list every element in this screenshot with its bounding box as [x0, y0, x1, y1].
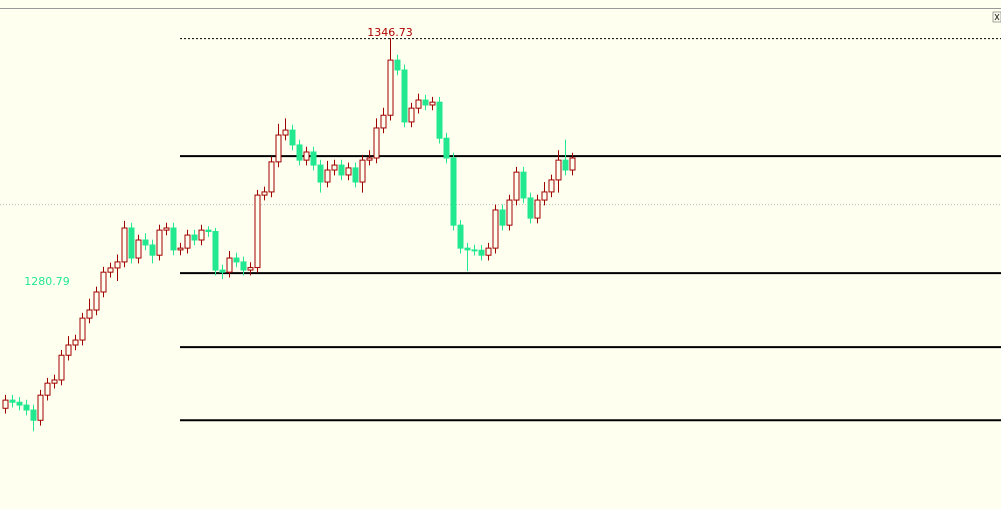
candle-body [86, 309, 93, 319]
candle-body [212, 231, 219, 271]
candle-body [107, 267, 114, 273]
candle-body [471, 249, 478, 252]
candle-body [513, 171, 520, 201]
candle-body [149, 244, 156, 256]
candle-body [30, 409, 37, 421]
candle-body [555, 159, 562, 181]
candle-body [534, 199, 541, 219]
candle-body [359, 159, 366, 183]
candle-body [219, 269, 226, 273]
candle-body [79, 317, 86, 341]
candle-body [450, 157, 457, 226]
candle-body [135, 239, 142, 259]
candle-body [156, 229, 163, 256]
candle-body [184, 234, 191, 249]
candle-body [240, 261, 247, 271]
candle-body [100, 271, 107, 293]
candle-body [23, 404, 30, 411]
candle-body [520, 171, 527, 199]
candle-body [478, 249, 485, 256]
candle-body [464, 247, 471, 251]
candle-body [345, 167, 352, 176]
candle-body [506, 199, 513, 226]
candle-body [429, 101, 436, 106]
candle-body [37, 394, 44, 421]
candle-body [128, 227, 135, 259]
candle-body [303, 151, 310, 161]
candle-body [541, 191, 548, 201]
candle-body [205, 229, 212, 233]
candle-body [338, 164, 345, 176]
candle-body [163, 227, 170, 231]
candle-body [58, 354, 65, 381]
candle-body [198, 229, 205, 241]
candle-body [2, 399, 9, 409]
candle-body [310, 151, 317, 166]
high-label: 1346.73 [367, 26, 413, 39]
candle-body [485, 247, 492, 256]
candle-body [492, 209, 499, 249]
low-label: 1280.79 [24, 275, 70, 288]
candle-body [72, 339, 79, 346]
candle-body [16, 401, 23, 406]
candle-body [499, 209, 506, 226]
candle-body [247, 267, 254, 271]
candle-body [177, 247, 184, 251]
candle-body [275, 134, 282, 163]
candle-body [457, 224, 464, 249]
candle-body [436, 101, 443, 139]
candle-body [226, 257, 233, 273]
candle-body [387, 59, 394, 116]
candle-body [282, 129, 289, 136]
candle-body [394, 59, 401, 71]
candle-body [401, 69, 408, 123]
candle-body [331, 164, 338, 171]
candle-body [254, 194, 261, 269]
candle-body [51, 379, 58, 384]
candle-body [408, 107, 415, 123]
candle-body [121, 227, 128, 263]
candle-body [317, 164, 324, 183]
candle-body [296, 144, 303, 161]
candle-body [443, 137, 450, 159]
candle-body [191, 234, 198, 241]
candle-body [170, 227, 177, 251]
candle-body [562, 159, 569, 171]
candle-body [569, 157, 576, 171]
candle-body [65, 344, 72, 356]
candle-body [261, 191, 268, 196]
candle-body [44, 382, 51, 396]
candle-body [380, 114, 387, 129]
candle-body [352, 167, 359, 183]
candle-body [289, 129, 296, 146]
candle-body [366, 157, 373, 161]
candle-body [233, 257, 240, 263]
candle-body [268, 161, 275, 193]
candle-body [527, 197, 534, 219]
candle-body [9, 399, 16, 403]
close-icon[interactable] [992, 11, 1001, 23]
candle-body [415, 99, 422, 109]
candle-body [114, 261, 121, 269]
candle-body [324, 169, 331, 183]
candle-body [422, 99, 429, 106]
candle-body [548, 179, 555, 193]
candle-body [373, 127, 380, 159]
candle-body [142, 239, 149, 246]
candle-body [93, 291, 100, 311]
